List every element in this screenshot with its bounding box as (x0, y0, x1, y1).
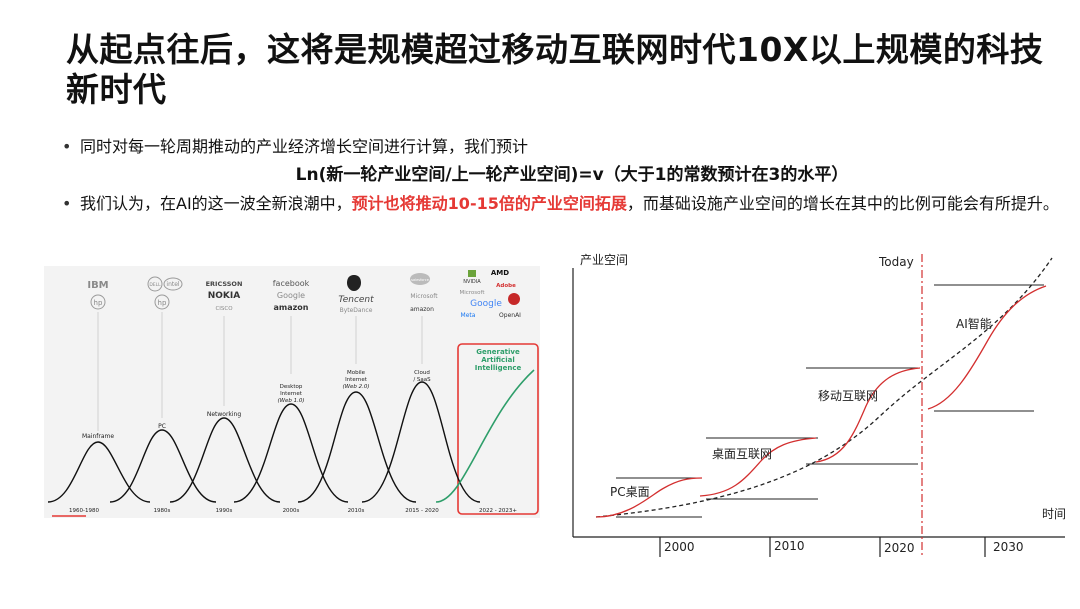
logo-ibm: IBM (87, 280, 108, 291)
s-curve-mobile (815, 367, 921, 463)
today-label: Today (878, 255, 914, 269)
tick-2020: 2020 (884, 541, 915, 555)
logo-microsoft-2: Microsoft (459, 290, 485, 296)
tick-2010: 2010 (774, 539, 805, 553)
slide-title: 从起点往后，这将是规模超过移动互联网时代10X以上规模的科技新时代 (66, 30, 1044, 109)
s-curve-pc (595, 477, 703, 518)
apple-icon (347, 275, 361, 291)
stage-label-desktop: 桌面互联网 (712, 447, 772, 461)
bullet-2: 我们认为，在AI的这一波全新浪潮中，预计也将推动10-15倍的产业空间拓展，而基… (62, 193, 1072, 215)
period-2000s: 2000s (283, 508, 300, 514)
period-1980s: 1980s (154, 508, 171, 514)
period-2010s: 2010s (348, 508, 365, 514)
logo-intel: intel (166, 281, 180, 288)
nvidia-icon (468, 270, 476, 277)
s-curve-desktop (699, 437, 817, 497)
logo-meta: Meta (461, 312, 476, 319)
trend-dashed-curve (595, 257, 1053, 518)
formula: Ln(新一轮产业空间/上一轮产业空间)=v（大于1的常数预计在3的水平） (295, 165, 849, 185)
intel-icon (163, 277, 183, 291)
tech-cycles-figure: IBM hp DELL intel hp ERICSSON NOKIA CISC… (44, 266, 540, 518)
tick-2000: 2000 (664, 540, 695, 554)
curve-networking (169, 417, 281, 503)
curve-desktop (233, 403, 349, 503)
logo-amazon: amazon (274, 303, 309, 312)
logo-cisco: CISCO (215, 306, 233, 312)
bullet-1: 同时对每一轮周期推动的产业经济增长空间进行计算，我们预计 (62, 136, 1072, 158)
logo-nokia: NOKIA (208, 291, 241, 301)
bullet-2-highlight: 预计也将推动10-15倍的产业空间拓展 (351, 194, 627, 213)
tick-2030: 2030 (993, 540, 1024, 554)
curve-cloud (361, 381, 481, 503)
logo-amazon-2: amazon (410, 306, 434, 313)
curve-ai (435, 369, 535, 503)
salesforce-icon (410, 273, 430, 285)
hp-icon (154, 294, 170, 310)
logo-ericsson: ERICSSON (206, 280, 243, 288)
period-2022: 2022 - 2023+ (479, 508, 517, 514)
era-label-mobile: Mobile Internet (Web 2.0) (342, 370, 369, 390)
logo-microsoft: Microsoft (410, 293, 438, 300)
logo-google-2: Google (470, 299, 502, 309)
logo-hp-2: hp (158, 299, 167, 307)
hp-icon (90, 294, 106, 310)
bullet-2-post: ，而基础设施产业空间的增长在其中的比例可能会有所提升。 (626, 194, 1059, 213)
stage-label-mobile: 移动互联网 (818, 389, 878, 403)
logo-dell: DELL (149, 282, 161, 288)
era-label-networking: Networking (207, 411, 242, 418)
y-axis-label: 产业空间 (580, 253, 628, 267)
logo-salesforce: salesforce (411, 278, 429, 282)
period-1960: 1960-1980 (69, 508, 99, 514)
industry-space-figure: 产业空间 时间 2000 2010 2020 2030 Today (560, 244, 1080, 564)
logo-nvidia: NVIDIA (463, 279, 481, 285)
logo-bytedance: ByteDance (340, 307, 373, 314)
logo-google: Google (277, 291, 305, 300)
logo-openai: OpenAI (499, 312, 521, 319)
era-label-ai: Generative Artificial Intelligence (475, 348, 522, 372)
bullet-2-pre: 我们认为，在AI的这一波全新浪潮中， (80, 194, 352, 213)
era-label-cloud: Cloud / SaaS (413, 370, 431, 383)
period-2015: 2015 - 2020 (405, 508, 439, 514)
ai-era-highlight (457, 343, 539, 515)
curve-mainframe (47, 441, 151, 503)
badge-icon (508, 293, 520, 305)
logo-hp-1: hp (94, 299, 103, 307)
dell-icon (147, 276, 163, 292)
era-label-pc: PC (158, 423, 166, 430)
period-1990s: 1990s (216, 508, 233, 514)
logo-tencent: Tencent (338, 295, 374, 305)
x-axis-label: 时间 (1042, 507, 1066, 521)
era-label-mainframe: Mainframe (82, 433, 114, 440)
era-label-desktop: Desktop Internet (Web 1.0) (277, 384, 304, 404)
bullet-list: 同时对每一轮周期推动的产业经济增长空间进行计算，我们预计 Ln(新一轮产业空间/… (62, 136, 1072, 215)
stage-label-ai: AI智能 (956, 316, 992, 331)
stage-label-pc: PC桌面 (610, 485, 650, 499)
s-curve-ai (927, 285, 1047, 410)
curve-pc (109, 429, 217, 503)
logo-facebook: facebook (273, 279, 310, 288)
logo-adobe: Adobe (496, 283, 516, 289)
curve-mobile (297, 391, 417, 503)
logo-amd: AMD (491, 269, 509, 277)
